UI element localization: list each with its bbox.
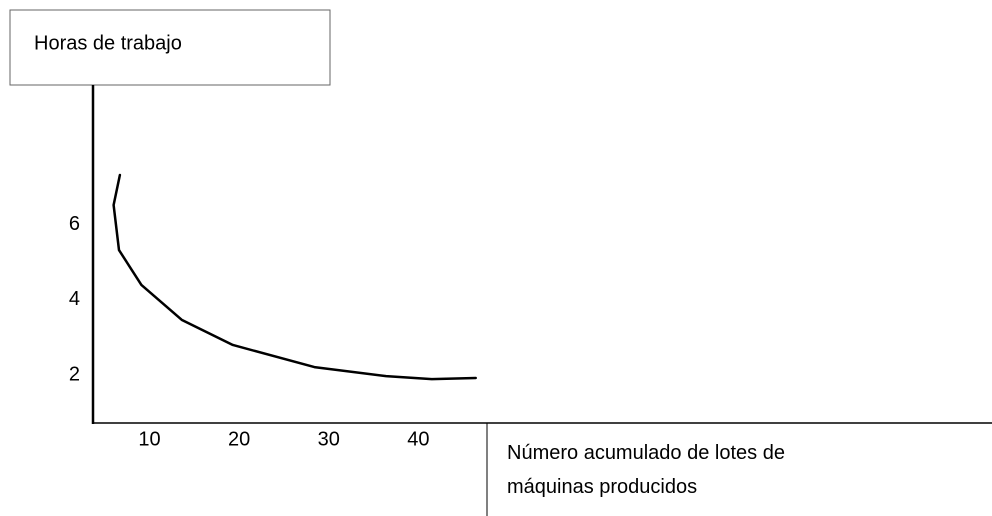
x-tick-label: 10: [138, 428, 160, 450]
x-tick-label: 20: [228, 428, 250, 450]
y-tick-label: 4: [69, 288, 80, 310]
ylabel-box: [9, 9, 331, 86]
x-tick-label: 40: [407, 428, 429, 450]
x-axis-label: Número acumulado de lotes de máquinas pr…: [507, 442, 785, 498]
x-tick-label: 30: [318, 428, 340, 450]
line: [112, 173, 477, 381]
y-axis-label: Horas de trabajo: [34, 32, 182, 54]
y-tick-label: 6: [69, 213, 80, 235]
y-tick-label: 2: [69, 363, 80, 385]
